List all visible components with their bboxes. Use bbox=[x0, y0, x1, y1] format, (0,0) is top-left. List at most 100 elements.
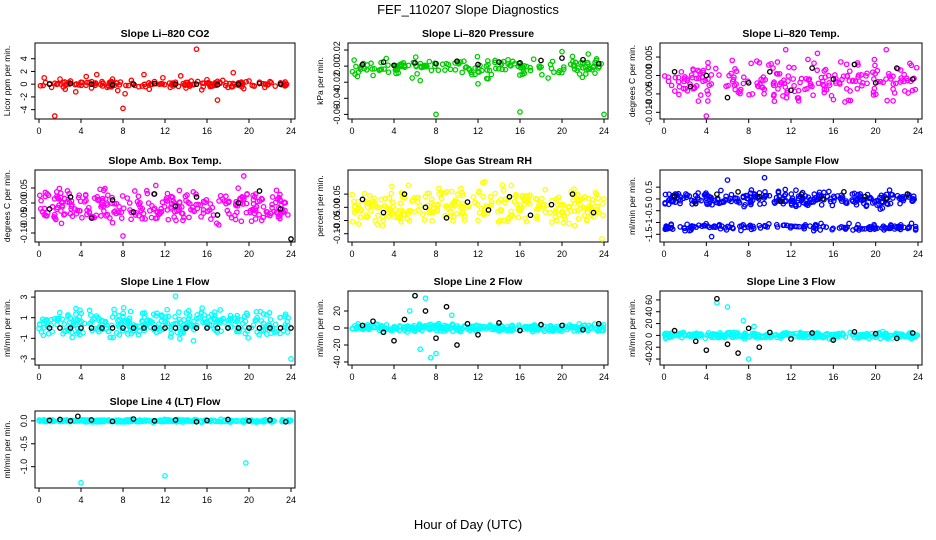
data-point bbox=[120, 310, 127, 317]
y-axis-label: ml/min per min. bbox=[315, 299, 325, 357]
data-point bbox=[99, 195, 106, 202]
data-point bbox=[689, 201, 696, 207]
data-point bbox=[709, 201, 715, 208]
x-tick-label: 12 bbox=[160, 249, 170, 259]
data-point bbox=[454, 210, 460, 217]
data-point bbox=[759, 84, 766, 91]
data-point bbox=[179, 419, 185, 425]
x-tick-label: 12 bbox=[160, 495, 170, 505]
data-point bbox=[278, 202, 284, 209]
data-point bbox=[78, 318, 85, 325]
data-point bbox=[814, 50, 821, 57]
data-point bbox=[267, 78, 273, 85]
data-point bbox=[454, 326, 461, 333]
data-point bbox=[409, 75, 416, 81]
data-point bbox=[214, 97, 221, 103]
data-point bbox=[57, 325, 63, 331]
data-point bbox=[579, 74, 586, 81]
y-tick-label: 0.05 bbox=[19, 179, 29, 197]
data-point bbox=[830, 76, 837, 83]
data-point bbox=[250, 207, 256, 213]
data-point bbox=[59, 200, 66, 206]
series-reference bbox=[359, 55, 602, 69]
data-point bbox=[720, 333, 726, 340]
data-point bbox=[770, 65, 776, 71]
data-point bbox=[912, 223, 919, 230]
data-point bbox=[771, 98, 778, 105]
data-point bbox=[214, 81, 221, 88]
data-point bbox=[130, 325, 137, 331]
data-point bbox=[570, 197, 577, 204]
data-point bbox=[256, 211, 262, 218]
data-point bbox=[516, 72, 523, 78]
data-point bbox=[214, 325, 221, 331]
data-point bbox=[857, 191, 864, 197]
data-point bbox=[901, 71, 907, 78]
data-point bbox=[508, 182, 515, 189]
data-point bbox=[164, 306, 171, 313]
data-point bbox=[375, 321, 381, 328]
data-point bbox=[193, 81, 200, 88]
data-point bbox=[909, 76, 916, 83]
data-point bbox=[740, 317, 747, 324]
data-point bbox=[595, 327, 602, 334]
data-point bbox=[740, 221, 746, 228]
x-tick-label: 12 bbox=[786, 372, 796, 382]
data-point bbox=[39, 417, 45, 424]
data-point bbox=[193, 191, 199, 197]
data-point bbox=[762, 332, 769, 339]
data-point bbox=[51, 113, 58, 119]
data-point bbox=[798, 191, 805, 198]
data-point bbox=[567, 323, 574, 330]
data-point bbox=[124, 320, 131, 327]
data-point bbox=[414, 199, 421, 205]
data-point bbox=[506, 326, 513, 332]
data-point bbox=[183, 309, 190, 316]
data-point bbox=[282, 82, 289, 89]
y-tick-label: 0 bbox=[644, 196, 654, 201]
data-point bbox=[154, 310, 160, 317]
data-point bbox=[671, 68, 678, 75]
data-point bbox=[277, 206, 284, 212]
data-point bbox=[427, 354, 434, 361]
series-reference bbox=[46, 80, 284, 88]
y-tick-label: -0.04 bbox=[332, 88, 342, 109]
data-point bbox=[433, 335, 439, 342]
data-point bbox=[855, 74, 861, 80]
data-point bbox=[240, 85, 247, 92]
data-point bbox=[142, 83, 149, 90]
data-point bbox=[774, 59, 781, 65]
data-point bbox=[417, 346, 424, 353]
y-tick-label: -0.5 bbox=[19, 436, 29, 452]
data-point bbox=[172, 325, 179, 331]
data-point bbox=[883, 196, 890, 202]
data-point bbox=[401, 62, 408, 69]
data-point bbox=[374, 221, 381, 227]
data-point bbox=[349, 325, 356, 332]
data-point bbox=[846, 220, 852, 227]
data-point bbox=[714, 295, 720, 302]
data-point bbox=[595, 60, 602, 67]
panel-9: Slope Line 4 (LT) Flow ml/min per min. 0 4 8… bbox=[2, 396, 296, 505]
data-point bbox=[46, 81, 53, 88]
data-point bbox=[661, 73, 668, 79]
data-point bbox=[422, 193, 429, 200]
data-point bbox=[251, 194, 258, 200]
data-point bbox=[791, 198, 797, 205]
data-point bbox=[476, 188, 483, 195]
data-point bbox=[109, 325, 116, 331]
data-point bbox=[680, 195, 687, 202]
data-point bbox=[692, 338, 699, 345]
data-point bbox=[139, 83, 145, 89]
data-point bbox=[386, 195, 393, 201]
data-point bbox=[199, 80, 206, 87]
x-tick-label: 24 bbox=[286, 249, 296, 259]
data-point bbox=[358, 64, 364, 71]
y-tick-label: -4 bbox=[19, 106, 29, 114]
data-point bbox=[901, 88, 908, 94]
data-point bbox=[147, 207, 153, 214]
data-point bbox=[194, 312, 200, 318]
y-tick-label: -0.10 bbox=[332, 223, 342, 244]
data-point bbox=[124, 331, 131, 337]
data-point bbox=[424, 324, 431, 331]
